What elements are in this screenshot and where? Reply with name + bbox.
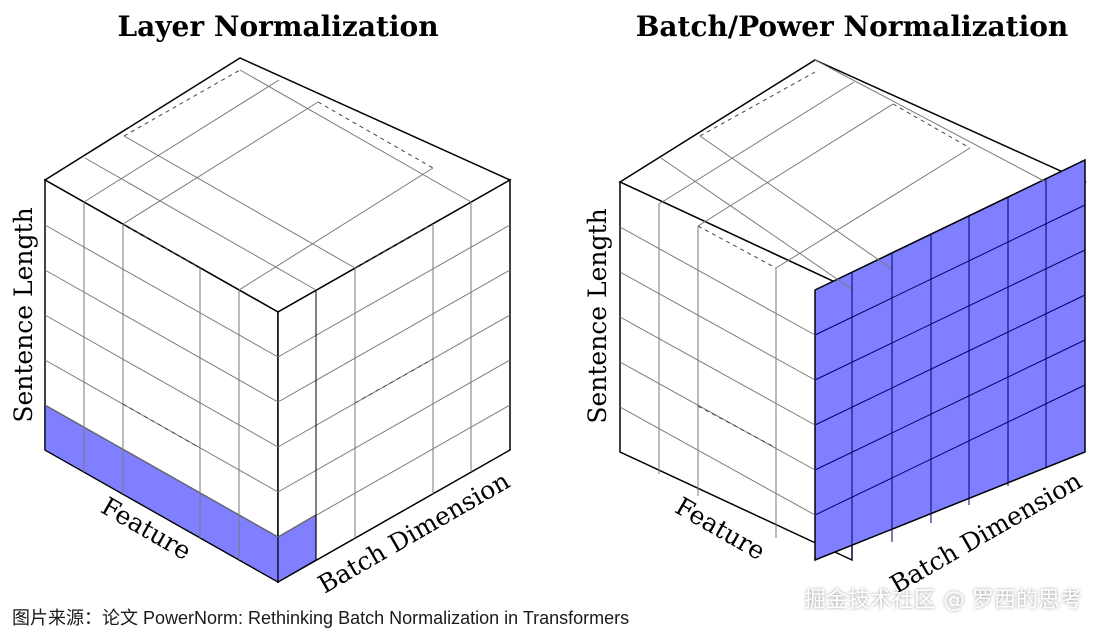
panel-batch-power-norm: Batch/Power Normalization — [583, 10, 1087, 599]
dashed-lines — [697, 71, 971, 449]
panel-layer-norm: Layer Normalization — [9, 10, 515, 599]
dashed-lines — [122, 69, 434, 449]
grid-lines — [619, 59, 1047, 538]
vertical-axis-label: Sentence Length — [9, 207, 38, 422]
grid-lines — [44, 69, 511, 560]
panel-title: Batch/Power Normalization — [636, 10, 1068, 43]
image-source-caption: 图片来源：论文 PowerNorm: Rethinking Batch Norm… — [12, 608, 630, 628]
watermark: 掘金技术社区 @ 罗西的思考 — [804, 588, 1082, 613]
highlight-grid-lines — [814, 179, 1086, 560]
panel-title: Layer Normalization — [117, 10, 438, 43]
vertical-axis-label: Sentence Length — [583, 208, 612, 423]
